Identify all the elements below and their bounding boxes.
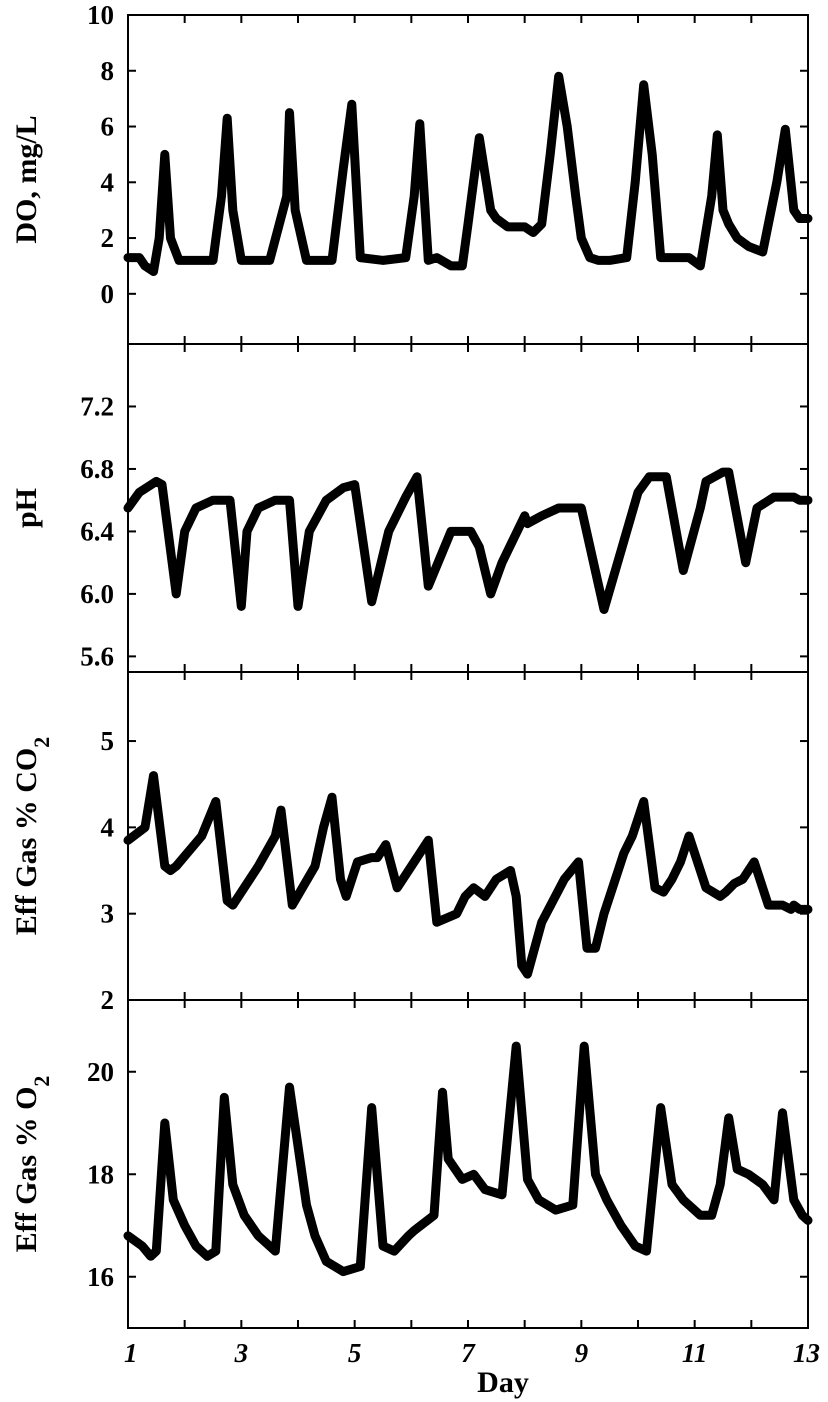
ph-y-tick-label: 6.0 [80,579,114,609]
do-y-tick-label: 10 [87,0,114,30]
ph-y-tick-label: 6.4 [80,516,114,546]
ph-y-axis-label: pH [10,488,43,528]
do-y-tick-label: 8 [101,56,115,86]
co2-y-tick-label: 2 [101,985,115,1015]
co2-y-tick-label: 3 [101,899,115,929]
do-series-line [123,71,813,276]
co2-y-axis-label: Eff Gas % CO2 [10,737,54,936]
ph-series-line [123,467,813,614]
x-tick-label: 11 [682,1338,708,1368]
x-tick-label: 5 [348,1338,362,1368]
x-tick-label: 3 [234,1338,249,1368]
ph-y-tick-label: 7.2 [80,391,114,421]
x-axis-label: Day [477,1366,529,1399]
o2-y-tick-label: 20 [87,1057,114,1087]
o2-y-tick-label: 18 [87,1159,114,1189]
x-tick-label: 13 [793,1338,820,1368]
o2-series-line [123,1041,813,1277]
co2-panel-frame [127,671,809,1001]
do-y-axis-label: DO, mg/L [10,115,43,243]
co2-series-line [123,771,813,979]
o2-y-axis-label: Eff Gas % O2 [10,1076,54,1253]
do-y-tick-label: 4 [101,167,115,197]
x-tick-label: 9 [575,1338,589,1368]
do-y-tick-label: 6 [101,112,115,142]
do-y-tick-label: 2 [101,223,115,253]
co2-y-tick-label: 4 [101,812,115,842]
x-tick-label: 7 [461,1338,476,1368]
ph-y-tick-label: 6.8 [80,454,114,484]
do-y-tick-label: 0 [101,279,115,309]
x-tick-label: 1 [124,1338,138,1368]
co2-y-tick-label: 5 [101,726,115,756]
o2-y-tick-label: 16 [87,1262,114,1292]
ph-y-tick-label: 5.6 [80,641,114,671]
